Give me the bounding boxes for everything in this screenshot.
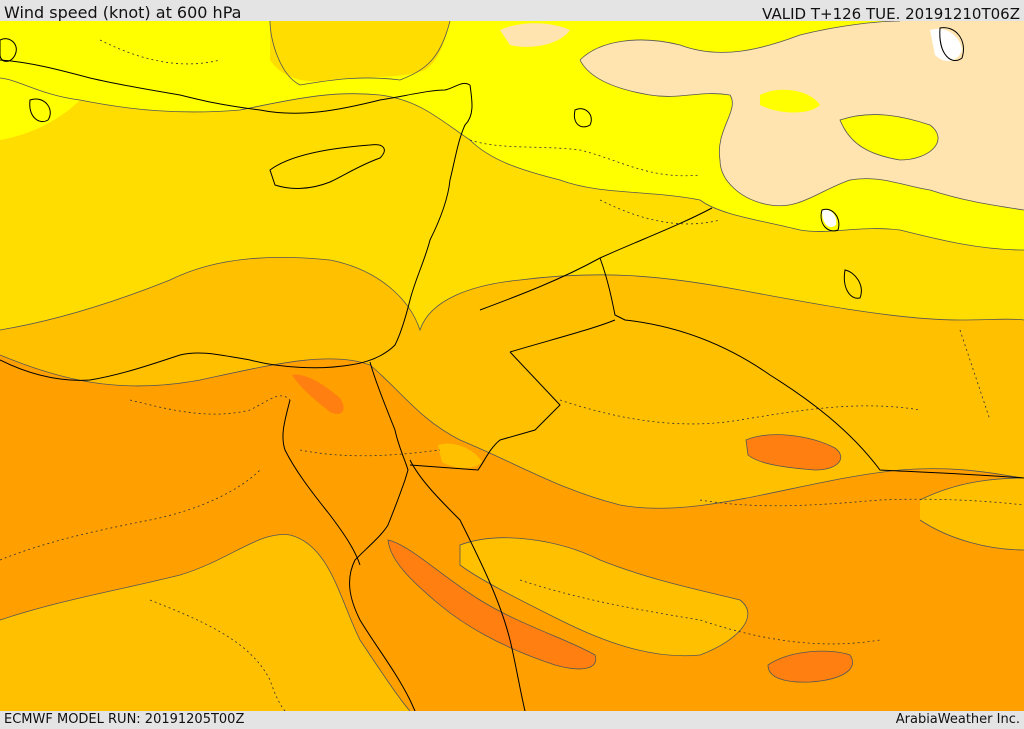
band-white-spot-2 (822, 209, 837, 228)
map-title: Wind speed (knot) at 600 hPa (4, 3, 242, 22)
band-yellow-left (0, 78, 80, 140)
band-light-orange-east (920, 478, 1024, 550)
band-dark-orange-2 (746, 434, 841, 470)
band-light-orange-southwest (0, 534, 410, 711)
band-dark-orange-4 (292, 374, 344, 415)
band-yellow-island-2 (760, 89, 820, 113)
solid-borders (409, 207, 1024, 479)
country-borders (0, 39, 1024, 711)
credit: ArabiaWeather Inc. (895, 712, 1020, 727)
band-dark-orange-3 (768, 651, 853, 683)
model-run: ECMWF MODEL RUN: 20191205T00Z (4, 712, 245, 727)
band-light-orange-south (460, 537, 748, 656)
footer-bar (0, 711, 1024, 729)
contour-lines (0, 21, 1024, 711)
title-bar (0, 0, 1024, 21)
valid-time: VALID T+126 TUE. 20191210T06Z (762, 5, 1020, 23)
band-peach-top (500, 23, 570, 47)
wind-speed-map (0, 21, 1024, 711)
band-gold-patch-north (270, 21, 450, 82)
band-light-orange-island-1 (438, 443, 482, 468)
band-peach-northeast (580, 21, 1024, 210)
band-white-spot-1 (930, 28, 962, 62)
coastlines (0, 27, 964, 711)
map-canvas (0, 21, 1024, 711)
